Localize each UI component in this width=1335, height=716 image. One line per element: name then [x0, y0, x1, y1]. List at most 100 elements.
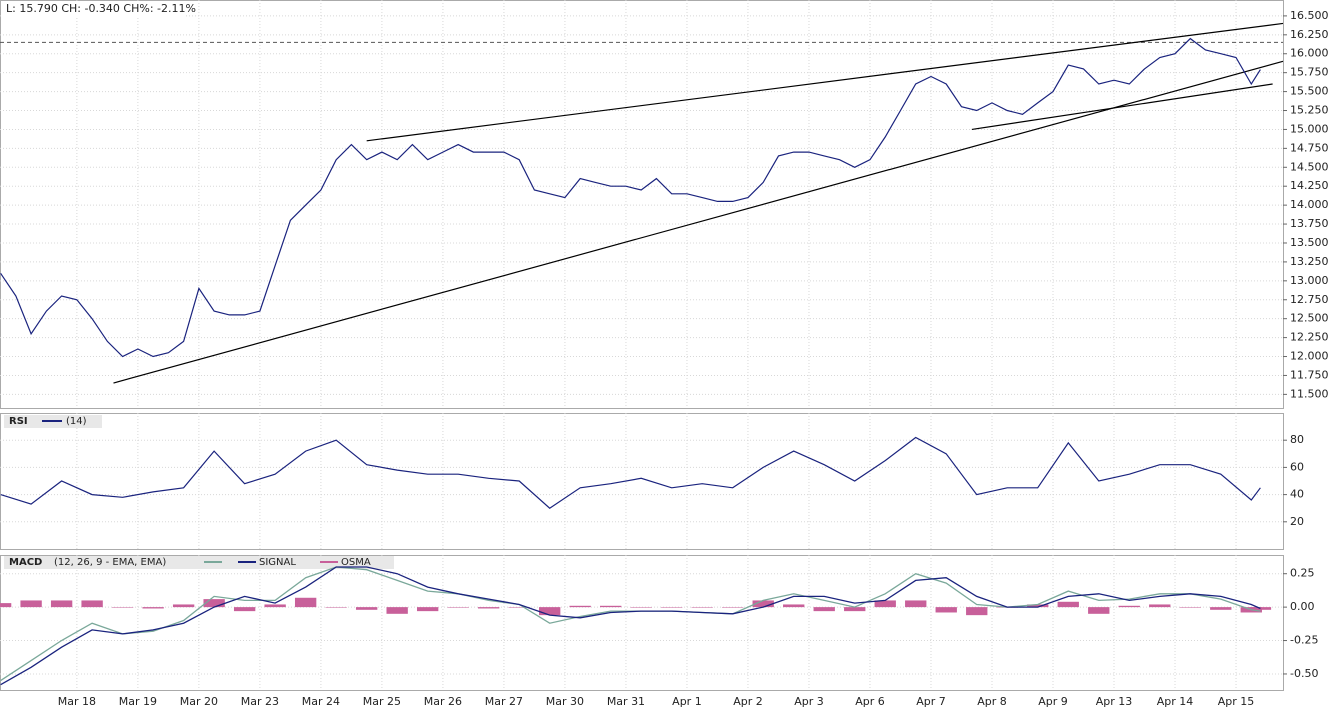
osma-bar [20, 600, 42, 608]
osma-bar [1179, 607, 1201, 608]
y-tick-label: 13.500 [1290, 236, 1329, 249]
osma-bar [50, 600, 73, 608]
osma-bar [81, 600, 103, 608]
y-tick-label: 60 [1290, 460, 1304, 473]
y-tick-label: 15.000 [1290, 122, 1329, 135]
data-line [0, 37, 1261, 358]
osma-bar [661, 607, 683, 608]
x-tick-label: Mar 24 [302, 695, 340, 708]
rsi-panel [0, 413, 1284, 550]
trendline [366, 22, 1284, 142]
osma-bar [905, 600, 927, 608]
osma-bar [447, 607, 469, 608]
x-tick-label: Apr 14 [1157, 695, 1194, 708]
x-tick-label: Mar 30 [546, 695, 584, 708]
osma-bar [325, 607, 347, 608]
x-tick-label: Apr 8 [977, 695, 1007, 708]
x-tick-label: Apr 13 [1096, 695, 1133, 708]
osma-bar [0, 603, 12, 608]
osma-bar [569, 605, 591, 608]
x-tick-label: Apr 2 [733, 695, 763, 708]
osma-bar [783, 604, 805, 608]
y-tick-label: 14.500 [1290, 160, 1329, 173]
y-tick-label: 12.250 [1290, 331, 1329, 344]
osma-bar [355, 607, 378, 610]
osma-bar [1057, 601, 1079, 608]
y-tick-label: 15.250 [1290, 104, 1329, 117]
y-tick-label: 15.500 [1290, 85, 1329, 98]
x-tick-label: Apr 3 [794, 695, 824, 708]
osma-bar [935, 607, 957, 613]
x-tick-label: Mar 23 [241, 695, 279, 708]
osma-bar [1088, 607, 1110, 614]
signal-line [0, 566, 1261, 686]
rsi-title: RSI [9, 416, 28, 427]
osma-bar [844, 607, 866, 612]
osma-bar [752, 600, 774, 608]
x-tick-label: Mar 26 [424, 695, 462, 708]
x-tick-label: Mar 18 [58, 695, 96, 708]
osma-bar [477, 607, 500, 609]
osma-bar [142, 607, 164, 609]
y-tick-label: -0.25 [1290, 634, 1318, 647]
x-tick-label: Apr 6 [855, 695, 885, 708]
osma-bar [233, 607, 256, 612]
x-tick-label: Mar 27 [485, 695, 523, 708]
y-tick-label: 14.750 [1290, 141, 1329, 154]
y-tick-label: -0.50 [1290, 667, 1318, 680]
y-tick-label: 13.000 [1290, 274, 1329, 287]
osma-bar [1118, 605, 1140, 608]
macd-panel [0, 555, 1284, 691]
x-tick-label: Mar 19 [119, 695, 157, 708]
y-tick-label: 14.000 [1290, 198, 1329, 211]
osma-bar [111, 607, 134, 608]
price-panel [0, 0, 1284, 409]
osma-bar [264, 604, 286, 608]
quote-text: L: 15.790 CH: -0.340 CH%: -2.11% [6, 2, 196, 15]
x-tick-label: Apr 9 [1038, 695, 1068, 708]
osma-bar [722, 607, 744, 608]
osma-bar [691, 607, 713, 608]
x-tick-label: Apr 15 [1218, 695, 1255, 708]
y-tick-label: 40 [1290, 488, 1304, 501]
x-tick-label: Mar 31 [607, 695, 645, 708]
osma-bar [874, 600, 896, 608]
osma-bar [600, 605, 622, 608]
y-tick-label: 0.00 [1290, 600, 1315, 613]
macd-params: (12, 26, 9 - EMA, EMA) [54, 557, 166, 568]
osma-bar [294, 597, 317, 608]
y-tick-label: 11.750 [1290, 368, 1329, 381]
data-line [0, 436, 1261, 509]
trendline [113, 60, 1284, 384]
osma-bar [386, 607, 408, 614]
osma-bar [966, 607, 988, 616]
rsi-params: (14) [66, 416, 87, 427]
x-tick-label: Mar 20 [180, 695, 218, 708]
macd-title: MACD [9, 557, 42, 568]
quote-box [2, 2, 186, 17]
osma-bar [1210, 607, 1232, 610]
y-tick-label: 80 [1290, 433, 1304, 446]
y-tick-label: 14.250 [1290, 179, 1329, 192]
y-tick-label: 12.000 [1290, 350, 1329, 363]
osma-bar [203, 599, 225, 608]
y-tick-label: 12.750 [1290, 293, 1329, 306]
y-tick-label: 13.250 [1290, 255, 1329, 268]
y-tick-label: 12.500 [1290, 312, 1329, 325]
y-tick-label: 16.500 [1290, 9, 1329, 22]
y-tick-label: 11.500 [1290, 387, 1329, 400]
y-tick-label: 0.25 [1290, 567, 1315, 580]
macd-header [4, 556, 394, 569]
osma-bar [539, 607, 561, 616]
osma-bar [172, 604, 195, 608]
y-tick-label: 20 [1290, 515, 1304, 528]
y-tick-label: 15.750 [1290, 66, 1329, 79]
trendline [971, 83, 1273, 131]
osma-bar [1249, 607, 1272, 610]
osma-bar [1027, 604, 1049, 608]
osma-legend: OSMA [341, 557, 371, 568]
osma-bar [508, 607, 530, 608]
osma-bar [416, 607, 439, 612]
